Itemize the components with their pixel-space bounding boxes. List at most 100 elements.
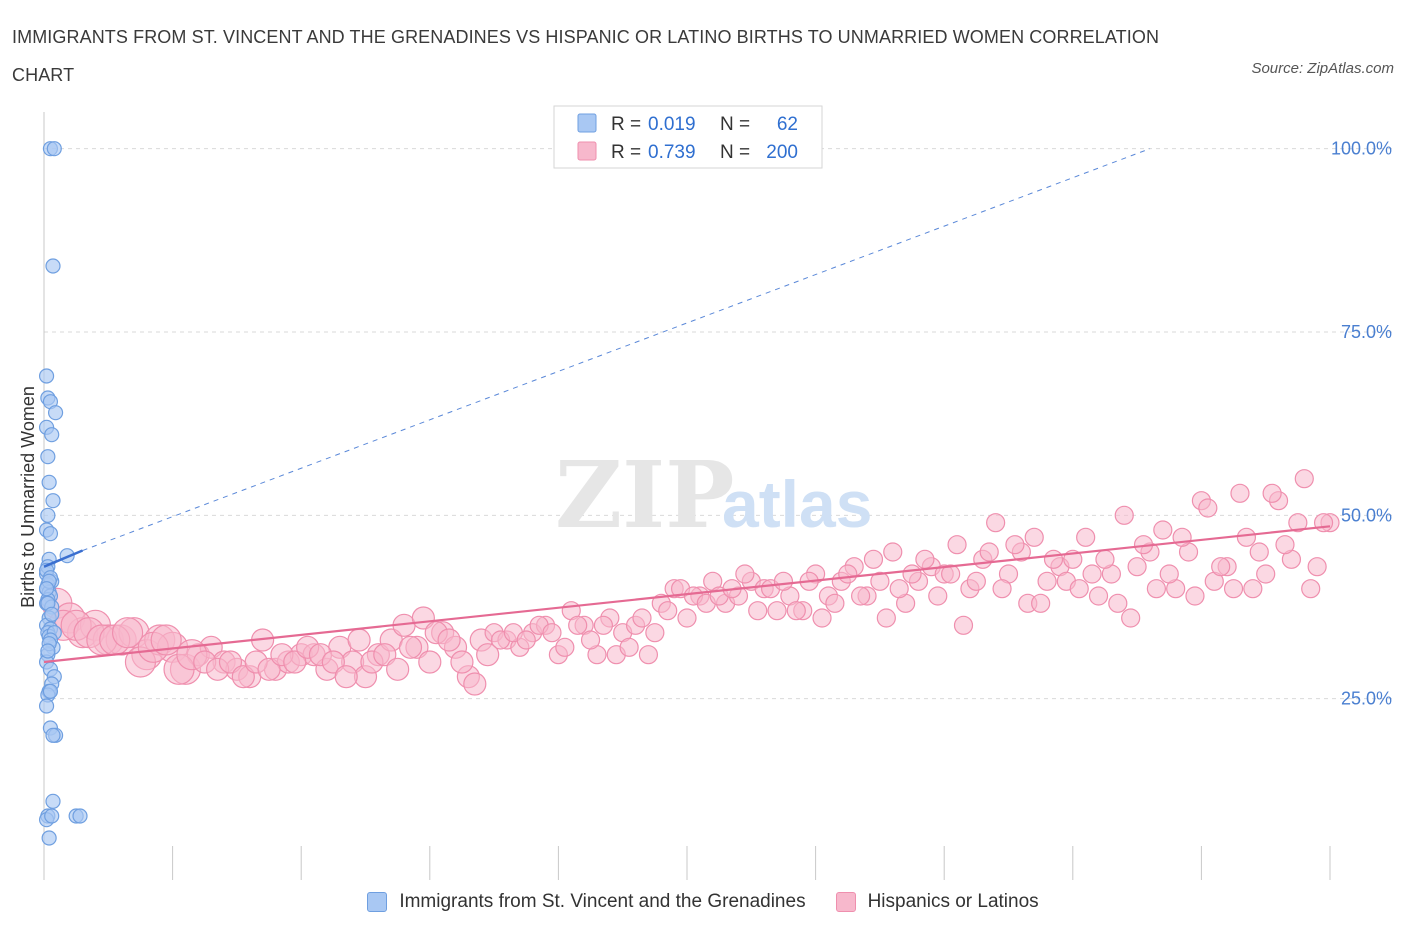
legend-r-label-pink: R = (611, 142, 641, 163)
trend-extension-svg-immigrants (82, 148, 1151, 552)
point-hispanics (658, 601, 678, 621)
y-axis-label: Births to Unmarried Women (18, 386, 38, 608)
legend-n-label-blue: N = (720, 114, 750, 135)
series-svg-points (38, 141, 88, 846)
point-hispanics (542, 623, 562, 643)
point-hispanics (638, 645, 659, 665)
bottom-legend-item-pink: Hispanics or Latinos (835, 891, 1039, 913)
point-hispanics (632, 608, 652, 628)
point-svg-immigrants (41, 474, 57, 490)
bottom-legend-swatch-pink (835, 892, 856, 912)
point-hispanics (593, 615, 614, 635)
point-hispanics (748, 601, 768, 621)
point-hispanics (992, 579, 1012, 599)
point-hispanics (735, 564, 755, 584)
point-svg-immigrants (42, 526, 59, 542)
point-hispanics (863, 549, 884, 569)
point-hispanics (1108, 593, 1128, 613)
point-svg-immigrants (40, 643, 56, 659)
tick-labels: 25.0%50.0%75.0%100.0%0.0%100.0% (1331, 139, 1392, 709)
point-hispanics (876, 608, 896, 628)
point-hispanics (1288, 513, 1308, 533)
point-hispanics (257, 657, 281, 681)
point-svg-immigrants (44, 606, 60, 622)
point-hispanics (1243, 579, 1263, 599)
point-hispanics (928, 586, 948, 606)
point-hispanics (851, 586, 871, 606)
trend-lines (43, 148, 1331, 664)
point-hispanics (1249, 542, 1269, 562)
point-hispanics (1211, 557, 1231, 577)
point-hispanics (1121, 608, 1141, 628)
point-svg-immigrants (45, 727, 61, 743)
point-hispanics (283, 650, 307, 674)
point-hispanics (398, 635, 423, 659)
point-hispanics (1088, 586, 1109, 606)
point-hispanics (825, 593, 845, 613)
bottom-legend: Immigrants from St. Vincent and the Gren… (0, 886, 1406, 918)
watermark-zip: ZIP (555, 441, 734, 549)
legend-swatch-blue (577, 113, 597, 133)
scatter-chart: ZIP atlas 25.0%50.0%75.0%100.0%0.0%100.0… (18, 105, 1392, 880)
point-hispanics (870, 571, 890, 591)
source-label: Source: ZipAtlas.com (1251, 60, 1394, 77)
point-hispanics (619, 637, 639, 657)
legend-swatch-pink (577, 141, 597, 161)
point-svg-immigrants (40, 449, 56, 465)
point-hispanics (966, 571, 986, 591)
point-hispanics (218, 650, 243, 674)
point-hispanics (1294, 469, 1314, 489)
bottom-legend-label-pink: Hispanics or Latinos (867, 891, 1039, 912)
chart-title: IMMIGRANTS FROM ST. VINCENT AND THE GREN… (12, 27, 1160, 85)
stats-legend-box (553, 105, 823, 169)
point-hispanics (941, 564, 961, 584)
point-svg-immigrants (41, 830, 57, 846)
point-hispanics (111, 617, 144, 649)
y-tick-label: 25.0% (1341, 689, 1392, 709)
stats-legend: R = 0.019 N = 62 R = 0.739 N = 200 (553, 105, 823, 169)
point-hispanics (437, 628, 461, 652)
point-hispanics (889, 579, 909, 599)
point-hispanics (231, 665, 255, 689)
legend-r-value-pink: 0.739 (648, 142, 696, 163)
point-hispanics (418, 650, 442, 674)
point-hispanics (677, 608, 697, 628)
point-svg-immigrants (38, 368, 55, 384)
point-hispanics (1069, 579, 1089, 599)
point-hispanics (883, 542, 903, 562)
point-hispanics (1198, 498, 1218, 518)
point-svg-immigrants (47, 405, 64, 421)
point-hispanics (767, 601, 787, 621)
point-hispanics (812, 608, 832, 628)
point-svg-immigrants (38, 581, 55, 597)
point-hispanics (773, 571, 794, 591)
point-hispanics (838, 564, 858, 584)
watermark-atlas: atlas (722, 467, 872, 541)
legend-n-value-pink: 200 (766, 142, 798, 163)
point-hispanics (450, 650, 474, 674)
point-hispanics (947, 535, 967, 555)
y-tick-label: 100.0% (1331, 139, 1392, 159)
point-hispanics (516, 630, 536, 650)
point-hispanics (1236, 527, 1257, 547)
legend-n-label-pink: N = (720, 142, 750, 163)
point-hispanics (476, 643, 500, 667)
point-hispanics (580, 630, 601, 650)
bottom-legend-swatch-blue (367, 892, 388, 912)
point-hispanics (347, 628, 371, 652)
point-hispanics (1262, 483, 1282, 503)
point-hispanics (1082, 564, 1102, 584)
bottom-legend-label-blue: Immigrants from St. Vincent and the Gren… (399, 891, 806, 912)
point-hispanics (1275, 535, 1295, 555)
point-hispanics (568, 615, 588, 635)
point-hispanics (902, 564, 922, 584)
point-svg-immigrants (44, 808, 60, 824)
point-hispanics (1043, 549, 1064, 569)
point-svg-immigrants (40, 507, 56, 523)
point-hispanics (1146, 579, 1166, 599)
point-hispanics (979, 542, 999, 562)
point-hispanics (386, 657, 410, 681)
trend-line-svg-immigrants (43, 549, 84, 568)
point-hispanics (1223, 579, 1244, 599)
legend-r-label-blue: R = (611, 114, 641, 135)
